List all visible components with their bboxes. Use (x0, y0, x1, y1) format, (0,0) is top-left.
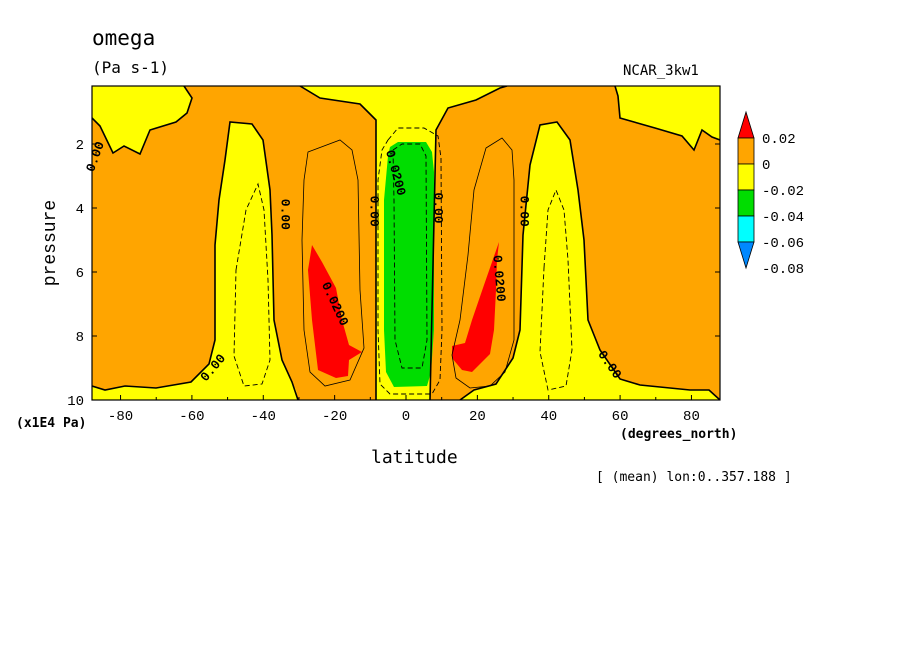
chart-units: (Pa s-1) (92, 58, 170, 77)
y-tick-label: 6 (76, 266, 84, 282)
colorbar-label: -0.06 (762, 236, 804, 252)
zero-contour-north-tongue (459, 121, 720, 400)
x-tick-label: -80 (108, 409, 133, 425)
chart-title: omega (92, 26, 156, 50)
orange-region-north (430, 86, 720, 400)
y-tick-label: 2 (76, 138, 84, 154)
x-tick-label: 80 (683, 409, 700, 425)
colorbar-swatch (737, 137, 755, 165)
colorbar-swatch (737, 163, 755, 191)
orange-region-south (92, 86, 376, 400)
green-region-equator (384, 142, 434, 387)
colorbar-label: -0.08 (762, 262, 804, 278)
contour-label-9: 0.0200 (489, 254, 508, 302)
contour-label-3: 0.00 (431, 192, 446, 223)
negative-contour-north-subtropic (539, 188, 573, 391)
y-tick-label: 10 (67, 394, 84, 410)
negative-contour-outer (377, 127, 443, 395)
x-tick-label: -60 (179, 409, 204, 425)
x-tick-label: 40 (540, 409, 557, 425)
averaging-note: [ (mean) lon:0..357.188 ] (596, 470, 792, 485)
red-core-north (452, 242, 499, 372)
x-tick-label: -20 (322, 409, 347, 425)
x-tick-label: 20 (469, 409, 486, 425)
contour-label-1: 0.00 (277, 199, 292, 230)
contour-lines (92, 86, 720, 400)
colorbar-label: 0.02 (762, 132, 796, 148)
zero-contour-top-left (92, 86, 193, 156)
negative-contour-inner (392, 143, 428, 369)
positive-contour-south (301, 139, 365, 387)
contour-fields (92, 86, 720, 400)
zero-contour-top-right (614, 86, 720, 152)
y-tick-label: 8 (76, 330, 84, 346)
contour-label-4: 0.00 (516, 196, 531, 227)
colorbar-swatch-bottom (737, 241, 755, 270)
colorbar-label: -0.02 (762, 184, 804, 200)
y-axis-units: (x1E4 Pa) (16, 416, 87, 431)
colorbar-swatch-top (737, 110, 755, 139)
x-axis-units: (degrees_north) (620, 427, 738, 442)
colorbar-label: 0 (762, 158, 770, 174)
zero-contour-center-left (299, 86, 377, 400)
positive-contour-north (451, 137, 515, 389)
colorbar-swatch (737, 215, 755, 243)
x-axis-label: latitude (371, 447, 458, 468)
dataset-name: NCAR_3kw1 (623, 63, 699, 79)
negative-contour-south-subtropic (233, 182, 271, 387)
colorbar-swatch (737, 189, 755, 217)
x-tick-label: 60 (612, 409, 629, 425)
y-axis-label: pressure (41, 200, 61, 286)
zero-contour-center-right (429, 86, 508, 400)
x-tick-label: -40 (251, 409, 276, 425)
red-core-south (308, 245, 362, 378)
colorbar-label: -0.04 (762, 210, 804, 226)
contour-label-2: 0.00 (366, 196, 381, 227)
zero-contour-south-tongue (92, 121, 299, 400)
y-tick-label: 4 (76, 202, 84, 218)
x-tick-label: 0 (402, 409, 410, 425)
